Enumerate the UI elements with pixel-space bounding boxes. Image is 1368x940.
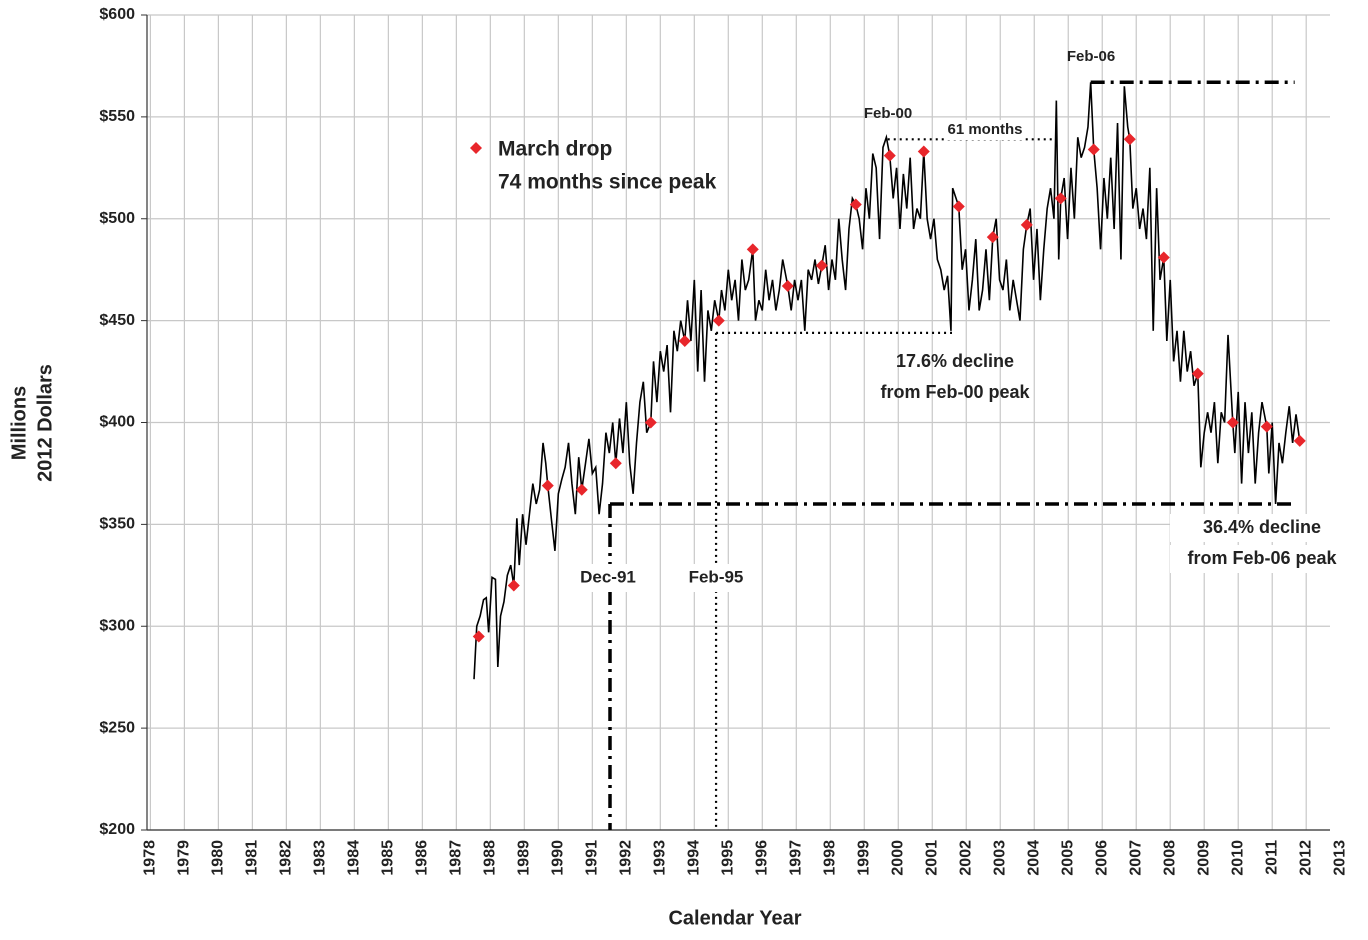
y-tick-label: $600 [99, 6, 135, 23]
annotation-background [678, 564, 754, 592]
annotation: 17.6% decline [896, 351, 1014, 371]
data-point [712, 314, 725, 327]
data-point [644, 416, 657, 429]
data-point [1157, 251, 1170, 264]
x-tick-label: 2001 [923, 840, 940, 876]
data-point [1191, 367, 1204, 380]
x-tick-label: 1979 [176, 840, 193, 876]
data-point [1123, 133, 1136, 146]
data-point [609, 457, 622, 470]
annotation: Feb-00 [864, 105, 912, 122]
x-tick-label: 1996 [754, 840, 771, 876]
x-axis-title: Calendar Year [668, 907, 801, 929]
x-tick-label: 2012 [1297, 840, 1314, 876]
data-point [1293, 434, 1306, 447]
x-tick-label: 1986 [414, 840, 431, 876]
x-tick-label: 1998 [822, 840, 839, 876]
data-point [507, 579, 520, 592]
legend-label: March drop [498, 138, 612, 161]
y-tick-label: $250 [99, 719, 135, 736]
x-tick-label: 1997 [788, 840, 805, 876]
x-tick-label: 2000 [889, 840, 906, 876]
annotation-background [945, 120, 1025, 140]
annotation: Dec-91 [580, 567, 636, 586]
y-tick-label: $450 [99, 312, 135, 329]
data-point [746, 243, 759, 256]
annotation: 36.4% decline [1203, 517, 1321, 537]
x-tick-label: 1988 [482, 840, 499, 876]
x-tick-label: 1978 [142, 840, 159, 876]
annotation-background [1170, 545, 1354, 573]
data-point [849, 198, 862, 211]
data-point [815, 259, 828, 272]
x-tick-label: 1995 [720, 840, 737, 876]
annotation: from Feb-06 peak [1187, 548, 1337, 568]
x-tick-label: 1984 [346, 840, 363, 876]
y-tick-label: $400 [99, 414, 135, 431]
data-point [883, 149, 896, 162]
y-axis-title: 2012 Dollars [34, 364, 56, 482]
data-point [781, 279, 794, 292]
annotation-background [570, 564, 646, 592]
y-tick-label: $550 [99, 108, 135, 125]
x-tick-label: 1981 [244, 840, 261, 876]
annotation-background [1170, 514, 1354, 542]
data-point [678, 335, 691, 347]
x-tick-label: 2006 [1093, 840, 1110, 876]
x-tick-label: 1999 [855, 840, 872, 876]
x-tick-label: 1991 [584, 840, 601, 876]
data-line [473, 82, 1301, 680]
data-point [541, 479, 554, 492]
y-tick-label: $350 [99, 516, 135, 533]
x-tick-label: 2004 [1025, 840, 1042, 876]
legend-note: 74 months since peak [498, 171, 717, 194]
x-tick-label: 2011 [1263, 840, 1280, 875]
x-tick-label: 1990 [550, 840, 567, 876]
data-point [1226, 416, 1239, 429]
y-tick-label: $500 [99, 210, 135, 227]
annotation: from Feb-00 peak [880, 382, 1030, 402]
x-tick-label: 2009 [1195, 840, 1212, 876]
annotation: Feb-06 [1067, 48, 1115, 65]
legend-marker [470, 142, 482, 154]
x-tick-label: 2003 [991, 840, 1008, 876]
data-point [1087, 143, 1100, 156]
x-tick-label: 1992 [618, 840, 635, 876]
data-point [986, 231, 999, 244]
data-point [472, 630, 485, 643]
y-axis-title: Millions [8, 386, 30, 460]
y-tick-label: $300 [99, 617, 135, 634]
x-tick-label: 2008 [1161, 840, 1178, 876]
x-tick-label: 1994 [686, 840, 703, 876]
x-tick-label: 1987 [448, 840, 465, 876]
x-tick-label: 1982 [278, 840, 295, 876]
x-tick-label: 2007 [1127, 840, 1144, 876]
x-tick-label: 2005 [1059, 840, 1076, 876]
annotation: 61 months [947, 121, 1022, 138]
data-point [917, 145, 930, 158]
x-tick-label: 1985 [380, 840, 397, 876]
x-tick-label: 1980 [210, 840, 227, 876]
x-tick-label: 1993 [652, 840, 669, 876]
x-tick-label: 2002 [957, 840, 974, 876]
x-tick-label: 1989 [516, 840, 533, 876]
data-point [1054, 192, 1067, 205]
data-point [1020, 218, 1033, 231]
data-point [1260, 420, 1273, 433]
x-tick-label: 2013 [1331, 840, 1348, 876]
y-tick-label: $200 [99, 821, 135, 838]
data-point [952, 200, 965, 213]
data-point [575, 483, 588, 496]
x-tick-label: 1983 [312, 840, 329, 876]
annotation: Feb-95 [689, 567, 744, 586]
x-tick-label: 2010 [1229, 840, 1246, 876]
